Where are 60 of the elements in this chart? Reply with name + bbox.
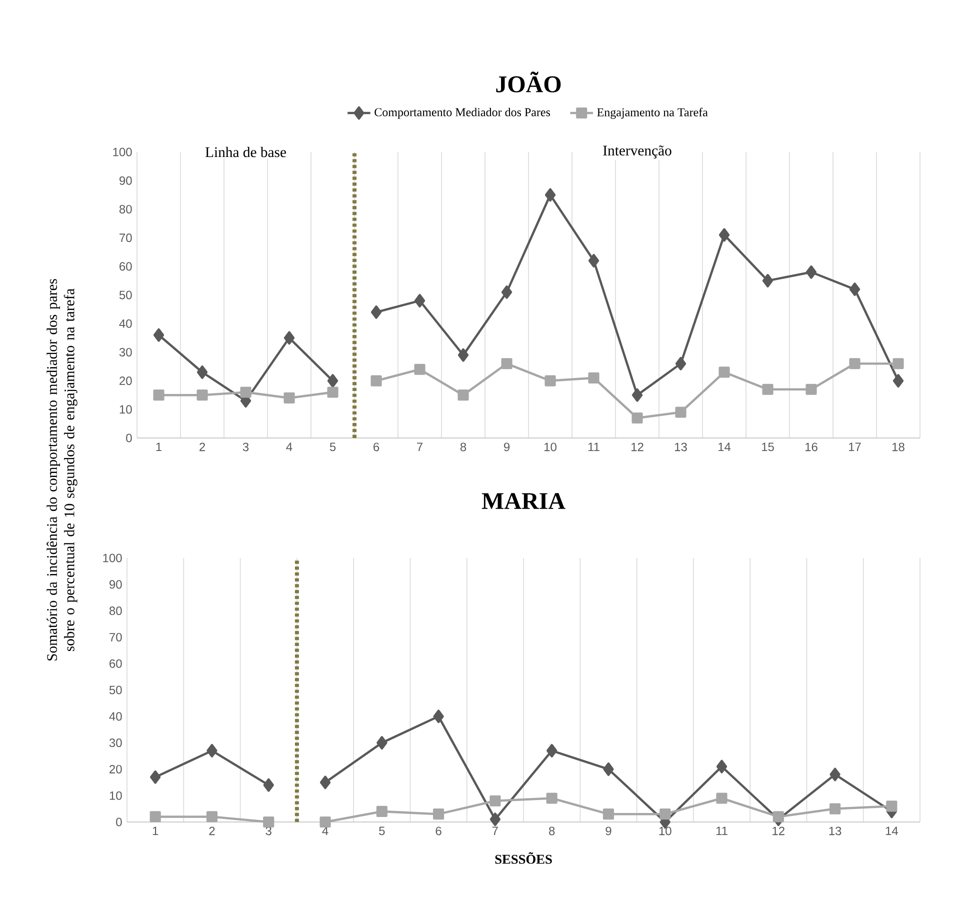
y-tick-label: 20 — [110, 764, 122, 774]
annotation: Intervenção — [603, 146, 672, 158]
y-tick-label: 70 — [110, 632, 122, 642]
y-tick-label: 100 — [113, 148, 132, 156]
y-tick-label: 40 — [119, 319, 132, 328]
x-tick-label: 6 — [374, 442, 380, 452]
x-tick-label: 7 — [492, 826, 498, 835]
x-tick-label: 8 — [549, 826, 555, 836]
y-tick-label: 10 — [120, 405, 132, 414]
x-tick-label: 1 — [152, 826, 158, 835]
annotation: Linha de base — [205, 146, 286, 158]
chart-title: JOÃO — [496, 72, 561, 92]
x-tick-label: 13 — [829, 826, 842, 836]
y-tick-label: 60 — [120, 262, 132, 271]
x-axis-title: SESSÕES — [495, 852, 552, 864]
y-tick-label: 60 — [110, 659, 122, 668]
x-tick-label: 13 — [675, 442, 687, 452]
x-tick-label: 14 — [886, 826, 898, 835]
x-tick-label: 18 — [892, 442, 904, 452]
y-tick-label: 30 — [119, 348, 132, 356]
y-axis-title: Somatório da incidência do comportamento mediador dos pares sobre o percentual de 10 segundos de engajamento na tarefa — [46, 279, 78, 660]
y-tick-label: 0 — [116, 818, 122, 826]
y-tick-label: 80 — [119, 204, 132, 214]
x-tick-label: 15 — [762, 442, 774, 452]
x-tick-label: 12 — [632, 442, 644, 452]
x-tick-label: 5 — [379, 826, 385, 836]
x-tick-label: 2 — [200, 442, 205, 452]
x-tick-label: 11 — [588, 442, 600, 451]
chart-title: MARIA — [482, 493, 566, 509]
x-tick-label: 2 — [209, 826, 215, 836]
x-tick-label: 10 — [659, 826, 672, 836]
y-tick-label: 70 — [120, 234, 132, 242]
x-tick-label: 7 — [417, 442, 422, 451]
x-tick-label: 11 — [716, 826, 728, 835]
x-tick-label: 4 — [286, 442, 292, 451]
y-tick-label: 100 — [103, 554, 122, 562]
x-tick-label: 9 — [504, 442, 510, 452]
y-tick-label: 80 — [109, 606, 122, 616]
legend-label: Engajamento na Tarefa — [597, 108, 708, 119]
x-tick-label: 12 — [772, 826, 784, 836]
x-tick-label: 6 — [436, 826, 442, 836]
x-tick-label: 1 — [156, 442, 162, 451]
x-tick-label: 8 — [460, 442, 466, 452]
y-tick-label: 50 — [119, 290, 132, 300]
y-tick-label: 40 — [109, 712, 122, 721]
x-tick-label: 14 — [718, 442, 731, 451]
x-tick-label: 10 — [544, 442, 556, 452]
y-tick-label: 30 — [109, 738, 122, 748]
y-tick-label: 90 — [110, 580, 122, 589]
y-tick-label: 50 — [109, 686, 122, 694]
x-tick-label: 5 — [330, 442, 336, 452]
x-tick-label: 16 — [806, 442, 818, 452]
y-tick-label: 90 — [120, 176, 132, 185]
x-tick-label: 9 — [606, 826, 612, 836]
y-tick-label: 10 — [110, 791, 122, 800]
x-tick-label: 17 — [849, 442, 861, 451]
x-tick-label: 3 — [242, 442, 249, 452]
y-tick-label: 20 — [120, 376, 132, 386]
legend-label: Comportamento Mediador dos Pares — [374, 108, 550, 119]
y-tick-label: 0 — [126, 434, 132, 442]
